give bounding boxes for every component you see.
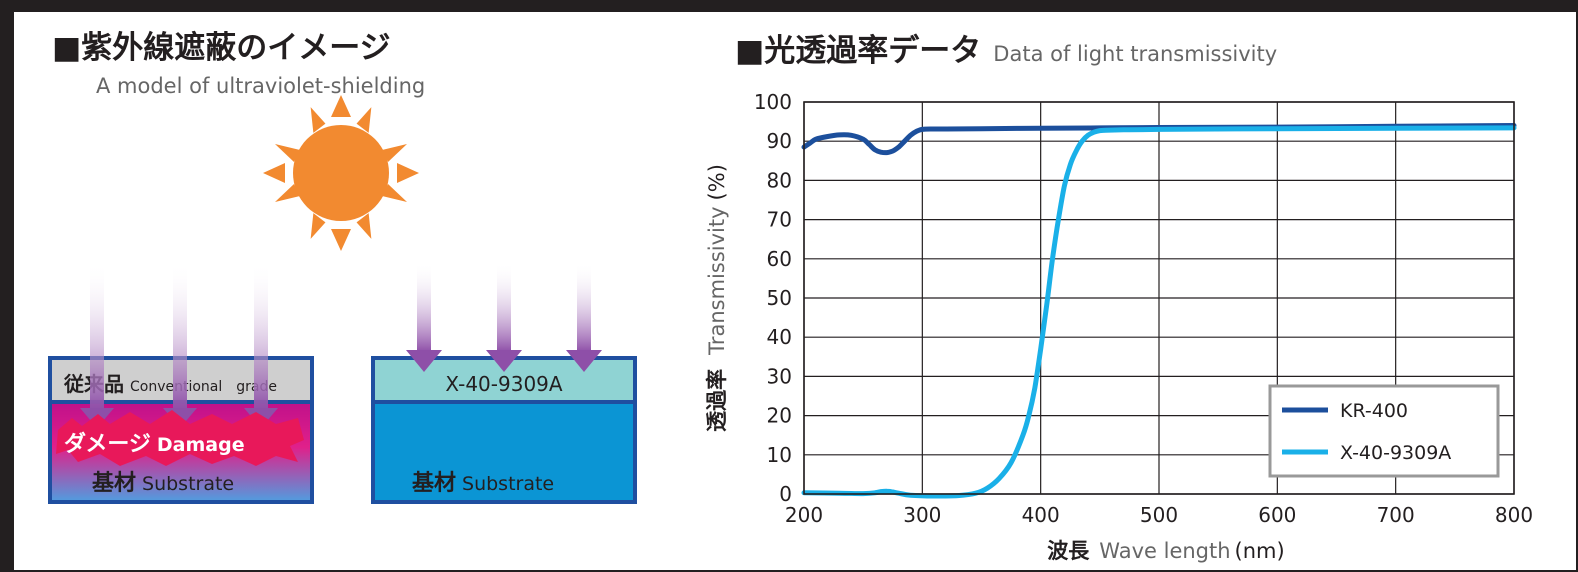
left-subtitle: A model of ultraviolet-shielding — [96, 74, 425, 98]
y-tick-label: 20 — [767, 404, 792, 428]
y-tick-label: 60 — [767, 247, 792, 271]
y-axis-label-en: Transmissivity — [705, 206, 729, 355]
y-tick-label: 100 — [754, 90, 792, 114]
y-tick-label: 10 — [767, 443, 792, 467]
x-tick-label: 200 — [785, 503, 823, 527]
chart-title: ■光透過率データ — [735, 33, 981, 69]
x-tick-label: 400 — [1022, 503, 1060, 527]
legend-label-kr400: KR-400 — [1340, 400, 1408, 422]
y-tick-label: 0 — [779, 482, 792, 506]
y-tick-label: 70 — [767, 208, 792, 232]
conventional-substrate-en: Substrate — [142, 473, 234, 495]
svg-text:透過率Transmissivity(%): 透過率 Transmissivity (%) — [705, 164, 729, 432]
chart-subtitle: Data of light transmissivity — [993, 42, 1277, 66]
y-tick-label: 30 — [767, 364, 792, 388]
legend-label-x409309a: X-40-9309A — [1340, 442, 1451, 464]
x-tick-labels: 200 300 400 500 600 700 800 — [785, 503, 1533, 527]
damage-label-en: Damage — [157, 434, 245, 456]
x-axis-label-jp: 波長 — [1047, 539, 1090, 563]
y-tick-label: 80 — [767, 168, 792, 192]
chart-series — [801, 123, 1517, 499]
x-tick-label: 700 — [1377, 503, 1415, 527]
y-tick-label: 50 — [767, 286, 792, 310]
left-title: ■紫外線遮蔽のイメージ — [52, 30, 391, 66]
plot-area-frame — [803, 101, 1515, 495]
product-coating-label: X-40-9309A — [445, 372, 562, 396]
conventional-coating-en: Conventional grade — [130, 379, 277, 395]
product-substrate-jp: 基材 — [412, 471, 456, 496]
y-tick-label: 90 — [767, 129, 792, 153]
x-tick-label: 300 — [903, 503, 941, 527]
sun-icon — [263, 95, 419, 251]
x-tick-label: 600 — [1258, 503, 1296, 527]
product-sample: X-40-9309A 基材 Substrate — [371, 262, 637, 504]
product-substrate-en: Substrate — [462, 473, 554, 495]
y-axis-label-jp: 透過率 — [705, 369, 729, 432]
x-tick-label: 500 — [1140, 503, 1178, 527]
series-line-x409309a — [801, 125, 1517, 499]
uv-shielding-model: ■紫外線遮蔽のイメージ A model of ultraviolet-shiel… — [48, 30, 637, 504]
conventional-substrate-jp: 基材 — [92, 471, 136, 496]
y-tick-labels: 0 10 20 30 40 50 60 70 80 90 100 — [754, 90, 792, 506]
x-axis-label-en: Wave length — [1099, 539, 1230, 563]
transmissivity-chart: ■光透過率データ Data of light transmissivity 0 10… — [705, 33, 1533, 563]
uv-arrows-blocked — [406, 262, 602, 372]
x-axis-unit: (nm) — [1235, 539, 1285, 563]
damage-burst — [56, 410, 304, 466]
chart-legend: KR-400 X-40-9309A — [1268, 384, 1500, 478]
y-axis-unit: (%) — [705, 164, 729, 200]
x-tick-label: 800 — [1495, 503, 1533, 527]
damage-label-jp: ダメージ — [64, 431, 151, 457]
y-tick-label: 40 — [767, 325, 792, 349]
